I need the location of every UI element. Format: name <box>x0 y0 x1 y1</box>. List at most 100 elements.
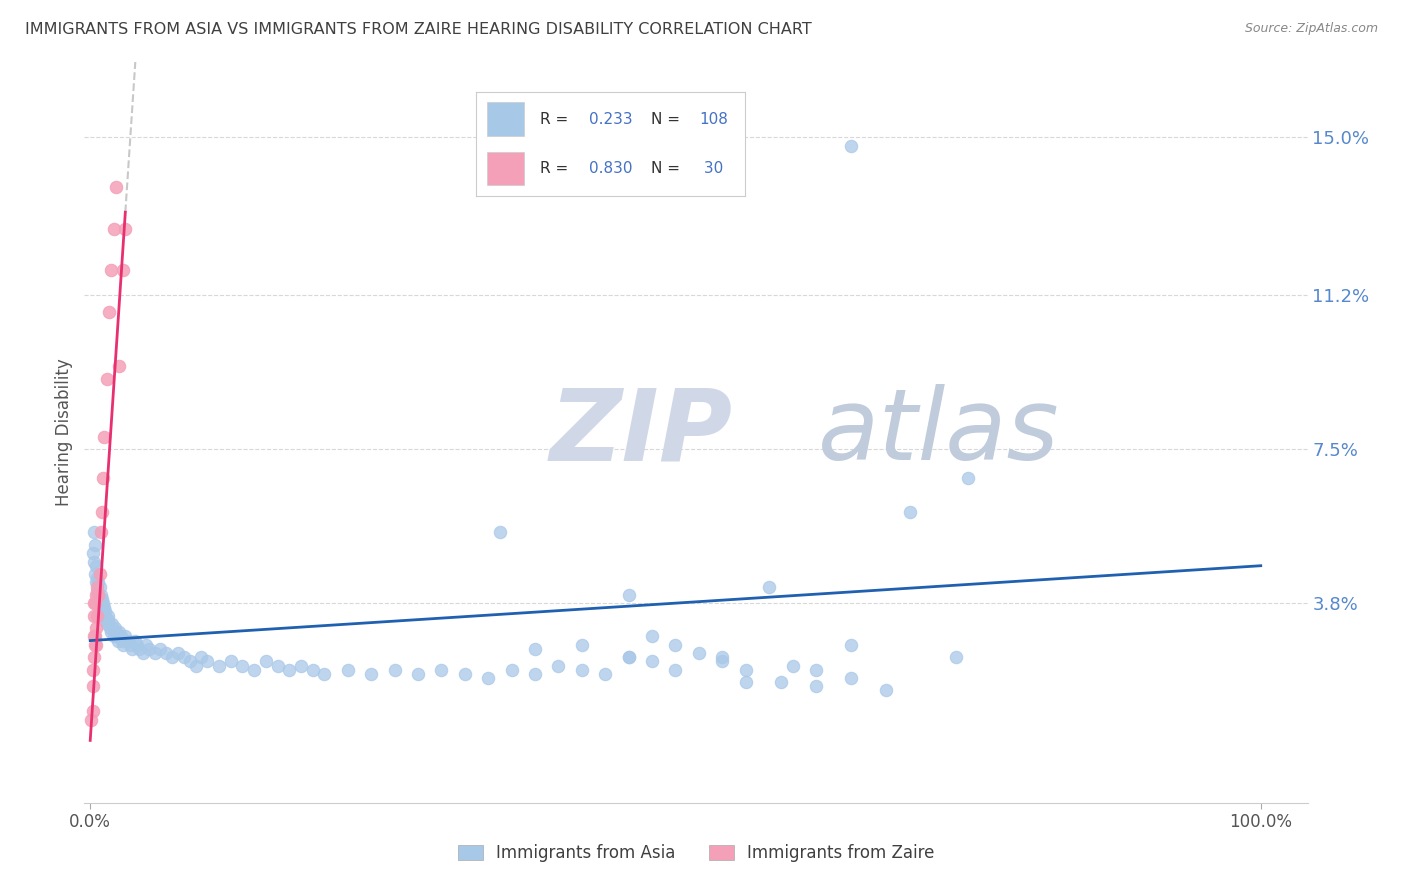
Point <box>617 588 640 602</box>
Point <box>104 625 127 640</box>
Point <box>641 654 664 668</box>
Point <box>617 650 640 665</box>
Point <box>100 263 122 277</box>
Point <box>86 571 108 585</box>
Point <box>83 608 105 623</box>
Point <box>173 650 195 665</box>
Point <box>114 629 136 643</box>
Point <box>135 638 157 652</box>
Point <box>117 633 139 648</box>
Point <box>96 616 118 631</box>
Point <box>84 588 107 602</box>
Point <box>83 650 105 665</box>
Point <box>82 663 104 677</box>
Point <box>90 600 112 615</box>
Point <box>945 650 967 665</box>
Point <box>96 371 118 385</box>
Point <box>86 608 108 623</box>
Point <box>94 613 117 627</box>
Point <box>86 583 108 598</box>
Point <box>82 679 104 693</box>
Point <box>94 605 117 619</box>
Point <box>711 654 734 668</box>
Point <box>110 629 132 643</box>
Point <box>179 654 201 668</box>
Point <box>782 658 804 673</box>
Text: Source: ZipAtlas.com: Source: ZipAtlas.com <box>1244 22 1378 36</box>
Point <box>957 471 980 485</box>
Point <box>160 650 183 665</box>
Point <box>875 683 897 698</box>
Point <box>278 663 301 677</box>
Point <box>593 666 616 681</box>
Point <box>97 613 120 627</box>
Point <box>98 621 121 635</box>
Point <box>128 641 150 656</box>
Point <box>83 525 105 540</box>
Point <box>82 704 104 718</box>
Point <box>82 546 104 560</box>
Point <box>290 658 312 673</box>
Point <box>266 658 288 673</box>
Point <box>155 646 177 660</box>
Point <box>641 629 664 643</box>
Point <box>103 222 125 236</box>
Point <box>89 567 111 582</box>
Text: ZIP: ZIP <box>550 384 733 481</box>
Point <box>804 679 827 693</box>
Point <box>83 596 105 610</box>
Point <box>524 641 547 656</box>
Point <box>91 605 114 619</box>
Point <box>86 580 108 594</box>
Point <box>89 580 111 594</box>
Point <box>84 558 107 573</box>
Point <box>84 621 107 635</box>
Point <box>90 505 112 519</box>
Point <box>103 629 125 643</box>
Point <box>93 430 115 444</box>
Point <box>89 592 111 607</box>
Point <box>100 625 122 640</box>
Point <box>90 588 112 602</box>
Point <box>111 633 134 648</box>
Point <box>97 616 120 631</box>
Point <box>83 538 105 552</box>
Point <box>430 663 453 677</box>
Point <box>97 305 120 319</box>
Point <box>477 671 499 685</box>
Point <box>524 666 547 681</box>
Point <box>219 654 242 668</box>
Point <box>688 646 710 660</box>
Legend: Immigrants from Asia, Immigrants from Zaire: Immigrants from Asia, Immigrants from Za… <box>451 838 941 869</box>
Point <box>84 575 107 590</box>
Point <box>839 138 862 153</box>
Point <box>571 638 593 652</box>
Point <box>105 629 128 643</box>
Point <box>93 600 115 615</box>
Point <box>111 638 134 652</box>
Point <box>769 675 792 690</box>
Point <box>734 675 756 690</box>
Point <box>83 629 105 643</box>
Point <box>149 641 172 656</box>
Point <box>121 641 143 656</box>
Point <box>195 654 218 668</box>
Point <box>501 663 523 677</box>
Point <box>84 638 107 652</box>
Point <box>90 525 112 540</box>
Point <box>107 633 129 648</box>
Point <box>839 638 862 652</box>
Point <box>804 663 827 677</box>
Point <box>489 525 512 540</box>
Point <box>91 596 114 610</box>
Point <box>167 646 190 660</box>
Point <box>108 359 131 373</box>
Point <box>118 638 141 652</box>
Point <box>758 580 780 594</box>
Point <box>384 663 406 677</box>
Point <box>254 654 277 668</box>
Point <box>83 629 105 643</box>
Point <box>87 588 110 602</box>
Point <box>114 222 136 236</box>
Text: atlas: atlas <box>818 384 1060 481</box>
